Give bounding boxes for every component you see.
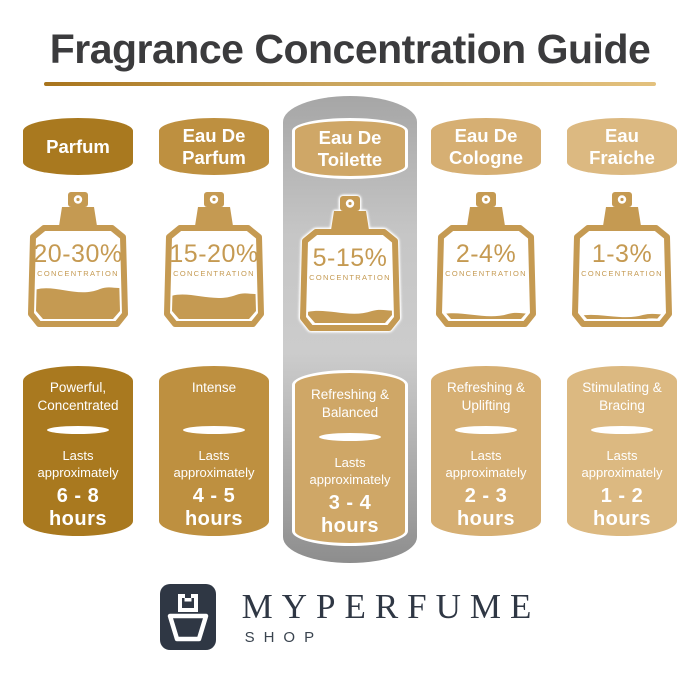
character-text: Powerful, Concentrated: [37, 380, 119, 414]
brand-subtitle: SHOP: [244, 628, 324, 646]
fragrance-type-text: Eau De Toilette: [317, 126, 383, 170]
perfume-bottle-icon: 20-30% CONCENTRATION: [22, 190, 134, 330]
column-parfum: Parfum 20-30% CONCENTRATION Powerful, Co…: [23, 118, 133, 546]
column-eau-de-cologne: Eau De Cologne 2-4% CONCENTRATION Refres…: [431, 118, 541, 546]
concentration-readout: 20-30% CONCENTRATION: [22, 240, 134, 279]
character-text: Stimulating & Bracing: [582, 380, 662, 414]
fragrance-info-card: Powerful, Concentrated Lasts approximate…: [23, 366, 133, 536]
fragrance-type-text: Eau Fraiche: [589, 124, 655, 168]
lasts-label: Lasts approximately: [445, 448, 527, 480]
column-eau-de-toilette: Eau De Toilette 5-15% CONCENTRATION Refr…: [283, 96, 417, 563]
page-title: Fragrance Concentration Guide: [49, 26, 651, 72]
fragrance-info-card: Stimulating & Bracing Lasts approximatel…: [567, 366, 677, 536]
duration-text: 3 - 4 hours: [320, 491, 380, 537]
fragrance-info-card: Refreshing & Balanced Lasts approximatel…: [291, 370, 409, 546]
character-text: Refreshing & Balanced: [310, 387, 390, 421]
fragrance-type-label: Eau De Parfum: [159, 118, 269, 175]
fragrance-type-label: Parfum: [23, 118, 133, 175]
character-text: Refreshing & Uplifting: [446, 380, 526, 414]
page-header: Fragrance Concentration Guide: [0, 0, 700, 86]
clock-pie-icon: [591, 426, 653, 434]
brand-text: MYPERFUME SHOP: [242, 589, 541, 646]
duration-text: 6 - 8 hours: [48, 484, 108, 530]
clock-pie-icon: [183, 426, 245, 434]
lasts-label: Lasts approximately: [173, 448, 255, 480]
brand-name: MYPERFUME: [241, 586, 541, 626]
fragrance-type-label: Eau De Cologne: [431, 118, 541, 175]
concentration-readout: 2-4% CONCENTRATION: [430, 240, 542, 279]
concentration-readout: 1-3% CONCENTRATION: [566, 240, 678, 279]
column-eau-de-parfum: Eau De Parfum 15-20% CONCENTRATION Inten…: [159, 118, 269, 546]
concentration-value: 5-15%: [312, 244, 388, 272]
fragrance-type-text: Eau De Cologne: [449, 124, 523, 168]
concentration-label: CONCENTRATION: [37, 269, 119, 278]
concentration-label: CONCENTRATION: [445, 269, 527, 278]
column-eau-fraiche: Eau Fraiche 1-3% CONCENTRATION Stimulati…: [567, 118, 677, 546]
duration-text: 2 - 3 hours: [456, 484, 516, 530]
fragrance-info-card: Refreshing & Uplifting Lasts approximate…: [431, 366, 541, 536]
concentration-value: 1-3%: [591, 240, 653, 268]
brand-footer: MYPERFUME SHOP: [0, 584, 700, 650]
duration-text: 4 - 5 hours: [184, 484, 244, 530]
perfume-bottle-icon: 5-15% CONCENTRATION: [294, 194, 406, 334]
lasts-label: Lasts approximately: [37, 448, 119, 480]
character-text: Intense: [191, 380, 237, 395]
fragrance-type-label: Eau De Toilette: [291, 118, 409, 179]
concentration-readout: 5-15% CONCENTRATION: [294, 244, 406, 283]
lasts-label: Lasts approximately: [309, 455, 391, 487]
title-underline: [44, 82, 656, 86]
lasts-label: Lasts approximately: [581, 448, 663, 480]
concentration-readout: 15-20% CONCENTRATION: [158, 240, 270, 279]
clock-pie-icon: [455, 426, 517, 434]
concentration-label: CONCENTRATION: [309, 273, 391, 282]
concentration-value: 20-30%: [33, 240, 123, 268]
duration-text: 1 - 2 hours: [592, 484, 652, 530]
fragrance-info-card: Intense Lasts approximately 4 - 5 hours: [159, 366, 269, 536]
fragrance-type-label: Eau Fraiche: [567, 118, 677, 175]
fragrance-type-text: Parfum: [46, 135, 110, 157]
fragrance-columns: Parfum 20-30% CONCENTRATION Powerful, Co…: [0, 96, 700, 563]
perfume-bottle-logo-icon: [159, 584, 216, 650]
concentration-label: CONCENTRATION: [581, 269, 663, 278]
perfume-bottle-icon: 15-20% CONCENTRATION: [158, 190, 270, 330]
perfume-bottle-icon: 1-3% CONCENTRATION: [566, 190, 678, 330]
perfume-bottle-icon: 2-4% CONCENTRATION: [430, 190, 542, 330]
clock-pie-icon: [319, 433, 381, 441]
concentration-label: CONCENTRATION: [173, 269, 255, 278]
clock-pie-icon: [47, 426, 109, 434]
fragrance-type-text: Eau De Parfum: [182, 124, 246, 168]
concentration-value: 15-20%: [169, 240, 259, 268]
concentration-value: 2-4%: [455, 240, 517, 268]
